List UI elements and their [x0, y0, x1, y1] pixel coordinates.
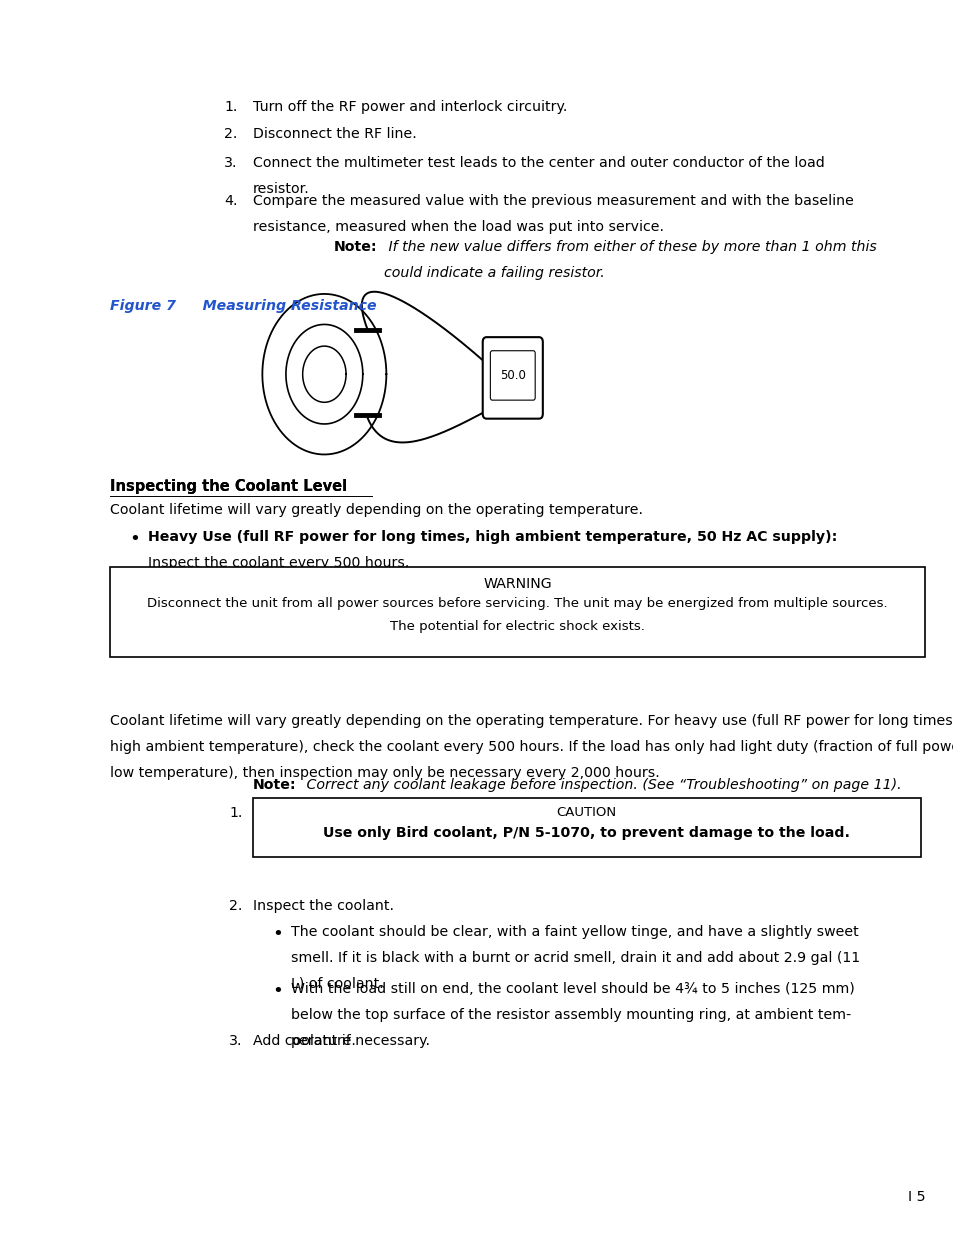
Text: 1.: 1. — [229, 806, 242, 820]
Text: With the load still on end, the coolant level should be 4¾ to 5 inches (125 mm): With the load still on end, the coolant … — [291, 982, 854, 995]
Text: Connect the multimeter test leads to the center and outer conductor of the load: Connect the multimeter test leads to the… — [253, 156, 823, 169]
Text: high ambient temperature), check the coolant every 500 hours. If the load has on: high ambient temperature), check the coo… — [110, 740, 953, 753]
Text: Inspecting the Coolant Level: Inspecting the Coolant Level — [110, 479, 347, 494]
Text: L) of coolant.: L) of coolant. — [291, 977, 383, 990]
Text: The coolant should be clear, with a faint yellow tinge, and have a slightly swee: The coolant should be clear, with a fain… — [291, 925, 858, 939]
Text: smell. If it is black with a burnt or acrid smell, drain it and add about 2.9 ga: smell. If it is black with a burnt or ac… — [291, 951, 860, 965]
Bar — [110, 567, 924, 657]
Text: •: • — [129, 567, 139, 585]
Text: •: • — [272, 925, 282, 944]
Text: CAUTION: CAUTION — [556, 806, 617, 820]
Text: Compare the measured value with the previous measurement and with the baseline: Compare the measured value with the prev… — [253, 194, 853, 207]
Text: Disconnect the RF line.: Disconnect the RF line. — [253, 127, 416, 141]
Text: 2.: 2. — [229, 899, 242, 913]
Text: Add coolant if necessary.: Add coolant if necessary. — [253, 1034, 430, 1047]
Text: I 5: I 5 — [907, 1191, 924, 1204]
Text: If the new value differs from either of these by more than 1 ohm this: If the new value differs from either of … — [383, 240, 876, 253]
Text: Note:: Note: — [253, 778, 296, 792]
Text: resistor.: resistor. — [253, 182, 309, 195]
Text: Coolant lifetime will vary greatly depending on the operating temperature.: Coolant lifetime will vary greatly depen… — [110, 503, 642, 516]
Text: Figure 7: Figure 7 — [110, 299, 175, 312]
Text: perature.: perature. — [291, 1034, 356, 1047]
Text: Inspect the coolant.: Inspect the coolant. — [253, 899, 394, 913]
Text: could indicate a failing resistor.: could indicate a failing resistor. — [383, 266, 603, 279]
Text: Disconnect the unit from all power sources before servicing. The unit may be ene: Disconnect the unit from all power sourc… — [147, 597, 887, 610]
Text: 50.0: 50.0 — [499, 369, 525, 382]
Text: 4.: 4. — [224, 194, 237, 207]
Text: •: • — [129, 530, 139, 548]
Bar — [253, 798, 920, 857]
Text: 3.: 3. — [224, 156, 237, 169]
Text: The potential for electric shock exists.: The potential for electric shock exists. — [390, 620, 644, 634]
FancyBboxPatch shape — [482, 337, 542, 419]
Text: Measuring Resistance: Measuring Resistance — [188, 299, 376, 312]
Text: 2.: 2. — [224, 127, 237, 141]
Text: 3.: 3. — [229, 1034, 242, 1047]
FancyBboxPatch shape — [490, 351, 535, 400]
Text: Note:: Note: — [334, 240, 377, 253]
Text: Turn off the RF power and interlock circuitry.: Turn off the RF power and interlock circ… — [253, 100, 567, 114]
Text: Inspect coolant every 2,000 hours.: Inspect coolant every 2,000 hours. — [148, 593, 395, 606]
Text: WARNING: WARNING — [483, 577, 551, 590]
Text: below the top surface of the resistor assembly mounting ring, at ambient tem-: below the top surface of the resistor as… — [291, 1008, 850, 1021]
Text: Inspect the coolant every 500 hours.: Inspect the coolant every 500 hours. — [148, 556, 409, 569]
Text: resistance, measured when the load was put into service.: resistance, measured when the load was p… — [253, 220, 663, 233]
Text: Note:: Note: — [253, 600, 296, 614]
Text: low temperature), then inspection may only be necessary every 2,000 hours.: low temperature), then inspection may on… — [110, 766, 659, 779]
Text: Light Use (fraction of full power, low ambient temperature, 60 Hz AC supply):: Light Use (fraction of full power, low a… — [148, 567, 764, 580]
Text: Correct any coolant leakage before inspection. (See “Troubleshooting” on page 11: Correct any coolant leakage before inspe… — [302, 778, 902, 792]
Text: Use only Bird coolant, P/N 5-1070, to prevent damage to the load.: Use only Bird coolant, P/N 5-1070, to pr… — [323, 826, 849, 840]
Text: Remove the load resistor (Refer to “Load Resistor” on page 18).: Remove the load resistor (Refer to “Load… — [253, 806, 705, 820]
Text: Correct any coolant leakage before inspection. See “Troubleshooting” on page 13.: Correct any coolant leakage before inspe… — [302, 600, 890, 614]
Text: Inspecting the Coolant Level: Inspecting the Coolant Level — [110, 479, 347, 494]
Text: Coolant lifetime will vary greatly depending on the operating temperature. For h: Coolant lifetime will vary greatly depen… — [110, 714, 953, 727]
Text: •: • — [272, 982, 282, 1000]
Text: Heavy Use (full RF power for long times, high ambient temperature, 50 Hz AC supp: Heavy Use (full RF power for long times,… — [148, 530, 837, 543]
Text: 1.: 1. — [224, 100, 237, 114]
